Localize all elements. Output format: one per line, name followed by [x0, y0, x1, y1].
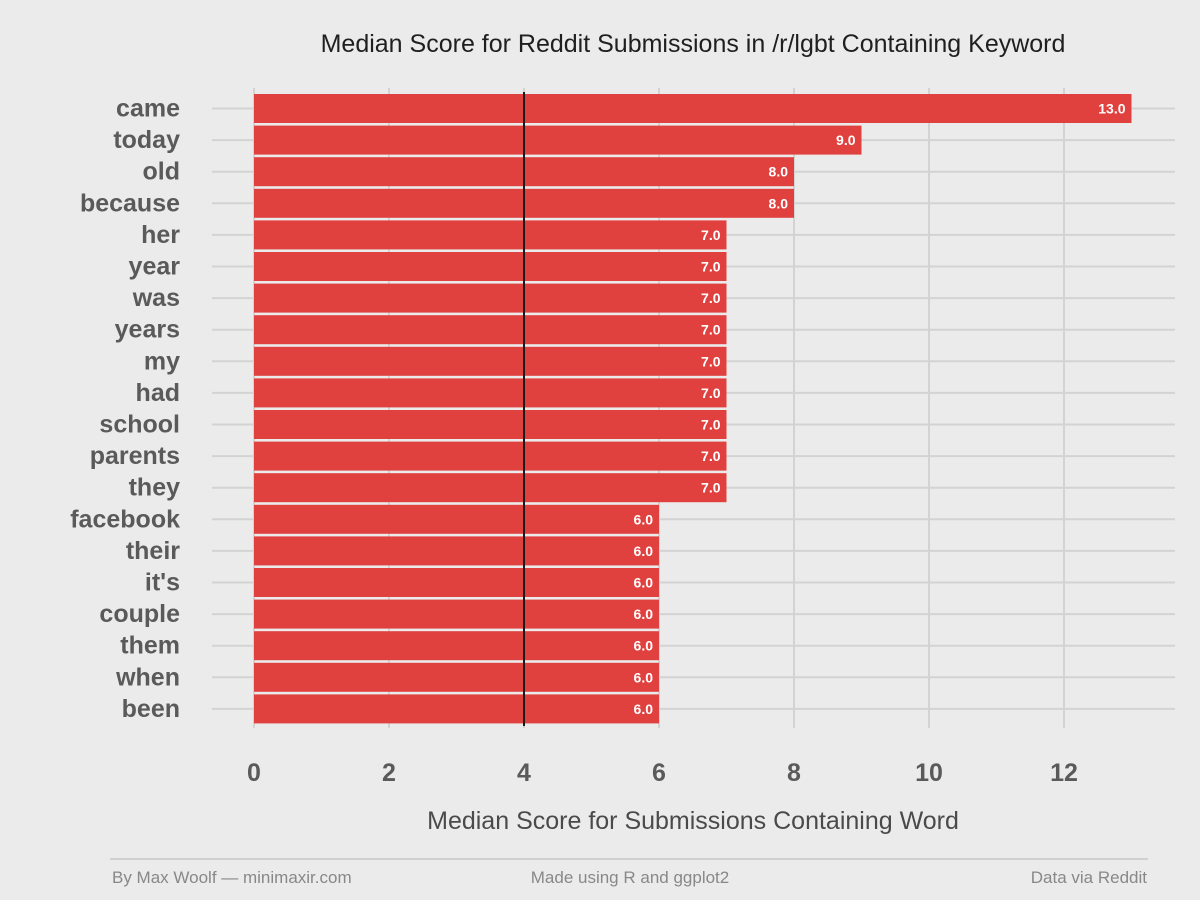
data-label: 7.0	[701, 480, 721, 496]
category-label: had	[136, 379, 180, 407]
category-label: parents	[90, 442, 180, 470]
bar	[254, 283, 727, 313]
category-label: facebook	[70, 505, 180, 533]
bar	[254, 504, 659, 534]
data-label: 13.0	[1098, 101, 1125, 117]
data-label: 6.0	[634, 638, 654, 654]
data-labels: 13.0 9.0 8.0 8.0 7.0 7.0 7.0 7.0 7.0 7.0 7.0 7.0 7.0…	[634, 101, 1126, 717]
data-label: 7.0	[701, 448, 721, 464]
bar	[254, 568, 659, 597]
x-tick-label: 10	[915, 759, 943, 787]
data-label: 7.0	[701, 385, 721, 401]
x-tick-label: 0	[247, 759, 261, 787]
bar	[254, 378, 727, 408]
category-label: came	[116, 95, 180, 123]
category-label: their	[126, 537, 180, 565]
category-label: today	[113, 126, 180, 154]
footer-credit: By Max Woolf — minimaxir.com	[112, 868, 352, 887]
footer-source: Data via Reddit	[1031, 868, 1148, 887]
category-label: it's	[145, 569, 180, 597]
category-label: couple	[99, 600, 180, 628]
data-label: 6.0	[634, 606, 654, 622]
x-tick-label: 4	[517, 759, 531, 787]
category-label: because	[80, 189, 180, 217]
data-label: 6.0	[634, 669, 654, 685]
category-label: her	[141, 221, 180, 249]
bar	[254, 694, 659, 724]
x-tick-label: 2	[382, 759, 396, 787]
bars	[254, 94, 1132, 724]
bar	[254, 536, 659, 566]
bar	[254, 94, 1132, 123]
data-label: 7.0	[701, 290, 721, 306]
bar	[254, 441, 727, 471]
bar	[254, 631, 659, 661]
data-label: 8.0	[769, 164, 789, 180]
bar	[254, 125, 862, 155]
category-labels: came today old because her year was years my had s…	[70, 95, 180, 723]
category-label: when	[115, 663, 180, 691]
category-label: year	[129, 253, 181, 281]
data-label: 6.0	[634, 511, 654, 527]
footer-tools: Made using R and ggplot2	[531, 868, 729, 887]
x-tick-labels: 0 2 4 6 8 10 12	[247, 759, 1078, 787]
chart-title: Median Score for Reddit Submissions in /…	[321, 30, 1066, 58]
x-tick-label: 6	[652, 759, 666, 787]
category-label: my	[144, 347, 180, 375]
data-label: 7.0	[701, 353, 721, 369]
x-axis-label: Median Score for Submissions Containing …	[427, 807, 959, 835]
category-label: they	[129, 474, 181, 502]
category-label: was	[132, 284, 180, 312]
category-label: old	[143, 158, 181, 186]
category-label: them	[120, 632, 180, 660]
data-label: 7.0	[701, 259, 721, 275]
data-label: 7.0	[701, 417, 721, 433]
category-label: been	[122, 695, 180, 723]
bar	[254, 662, 659, 692]
bar	[254, 252, 727, 281]
data-label: 6.0	[634, 543, 654, 559]
data-label: 9.0	[836, 132, 856, 148]
data-label: 6.0	[634, 575, 654, 591]
bar	[254, 473, 727, 503]
bar	[254, 410, 727, 439]
bar	[254, 599, 659, 629]
category-label: school	[99, 411, 180, 439]
data-label: 7.0	[701, 227, 721, 243]
bar	[254, 315, 727, 345]
data-label: 8.0	[769, 195, 789, 211]
data-label: 6.0	[634, 701, 654, 717]
bar	[254, 346, 727, 376]
x-tick-label: 8	[787, 759, 801, 787]
category-label: years	[115, 316, 180, 344]
data-label: 7.0	[701, 322, 721, 338]
x-tick-label: 12	[1050, 759, 1078, 787]
bar	[254, 220, 727, 250]
